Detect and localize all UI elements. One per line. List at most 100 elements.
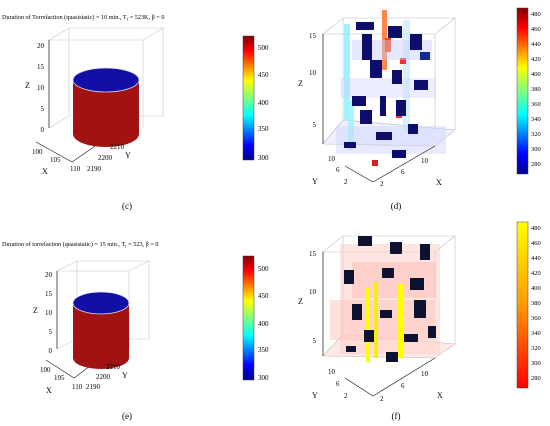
x-tick: 6 bbox=[401, 168, 405, 176]
y-axis-label-top-right: Y bbox=[312, 177, 318, 186]
z-tick: 5 bbox=[313, 121, 317, 129]
z-tick: 20 bbox=[37, 42, 45, 50]
z-axis-label-top-left: Z bbox=[25, 81, 30, 90]
colorbar-tick: 480 bbox=[531, 11, 541, 18]
cylinder-top-left bbox=[72, 67, 140, 147]
y-tick: 2 bbox=[344, 178, 348, 186]
z-tick: 10 bbox=[309, 288, 317, 296]
colorbar-tick: 300 bbox=[531, 146, 541, 153]
colorbar-tick: 320 bbox=[531, 131, 541, 138]
caption-d: (d) bbox=[391, 201, 402, 211]
z-tick: 15 bbox=[309, 32, 317, 40]
caption-f: (f) bbox=[392, 411, 401, 421]
y-ticks-bottom-left: 2190 2200 2210 bbox=[86, 363, 121, 391]
x-tick: 2 bbox=[380, 395, 384, 403]
y-tick: 10 bbox=[328, 155, 336, 163]
z-axis-label-bottom-right: Z bbox=[298, 297, 303, 306]
colorbar-bottom-left bbox=[242, 255, 255, 381]
z-axis-label-bottom-left: Z bbox=[33, 306, 38, 315]
x-ticks-top-left: 100 105 110 bbox=[32, 148, 81, 173]
x-ticks-top-right: 2 6 10 bbox=[380, 157, 429, 188]
z-ticks-top-left: 0 5 10 15 20 bbox=[37, 42, 45, 134]
title-bottom-left: Duration of torrefaction (quasistatic) =… bbox=[2, 241, 158, 249]
y-axis-label-bottom-left: Y bbox=[122, 371, 128, 380]
y-tick: 2190 bbox=[86, 383, 101, 391]
colorbar-ticks-bottom-left: 300 350 400 450 500 bbox=[258, 265, 269, 382]
x-tick: 100 bbox=[40, 366, 51, 374]
caption-c: (c) bbox=[122, 201, 132, 211]
x-tick: 10 bbox=[421, 157, 429, 165]
colorbar-tick: 280 bbox=[531, 161, 541, 168]
y-ticks-bottom-right: 10 6 2 bbox=[328, 368, 348, 400]
colorbar-tick: 300 bbox=[258, 374, 269, 382]
y-tick: 2 bbox=[344, 392, 348, 400]
caption-e: (e) bbox=[122, 411, 132, 421]
z-tick: 10 bbox=[45, 309, 53, 317]
y-axis-label-bottom-right: Y bbox=[312, 391, 318, 400]
panel-bottom-left: Duration of torrefaction (quasistatic) =… bbox=[2, 241, 269, 395]
z-axis-label-top-right: Z bbox=[298, 79, 303, 88]
axes-front-top-left bbox=[35, 40, 105, 163]
y-tick: 2200 bbox=[98, 154, 113, 162]
colorbar-tick: 300 bbox=[531, 360, 541, 367]
colorbar-tick: 400 bbox=[258, 320, 269, 328]
y-tick: 2200 bbox=[96, 373, 111, 381]
colorbar-tick: 440 bbox=[531, 255, 541, 262]
z-tick: 5 bbox=[49, 328, 53, 336]
colorbar-top-right bbox=[516, 7, 529, 175]
colorbar-tick: 350 bbox=[258, 346, 269, 354]
colorbar-tick: 300 bbox=[258, 154, 269, 162]
y-tick: 6 bbox=[336, 380, 340, 388]
y-tick: 2190 bbox=[87, 165, 102, 173]
voxels-top-right bbox=[336, 10, 446, 166]
colorbar-tick: 320 bbox=[531, 345, 541, 352]
voxels-bottom-right bbox=[330, 236, 440, 362]
colorbar-tick: 280 bbox=[531, 375, 541, 382]
x-tick: 6 bbox=[401, 382, 405, 390]
colorbar-tick: 460 bbox=[531, 240, 541, 247]
z-tick: 15 bbox=[37, 63, 45, 71]
colorbar-tick: 340 bbox=[531, 330, 541, 337]
axes-front-bottom-right bbox=[322, 252, 436, 397]
colorbar-top-left bbox=[242, 35, 255, 161]
x-tick: 100 bbox=[32, 148, 43, 156]
colorbar-tick: 380 bbox=[531, 86, 541, 93]
z-ticks-bottom-right: 5 10 15 bbox=[309, 250, 317, 345]
x-tick: 2 bbox=[380, 180, 384, 188]
panel-top-right: 5 10 15 Z 10 6 2 Y 2 6 10 X 280 300 320 … bbox=[298, 7, 541, 188]
title-top-left: Duration of Torrefaction (quasistatic) =… bbox=[2, 14, 164, 22]
cylinder-side bbox=[73, 80, 139, 147]
y-ticks-top-left: 2190 2200 2210 bbox=[87, 143, 125, 173]
colorbar-tick: 420 bbox=[531, 56, 541, 63]
axes-front-top-right bbox=[322, 34, 436, 183]
colorbar-ticks-top-left: 300 350 400 450 500 bbox=[258, 44, 269, 162]
colorbar-tick: 380 bbox=[531, 300, 541, 307]
colorbar-ticks-top-right: 280 300 320 340 360 380 400 420 440 460 … bbox=[531, 11, 541, 168]
x-ticks-bottom-left: 100 105 110 bbox=[40, 366, 83, 391]
x-tick: 10 bbox=[421, 370, 429, 378]
x-axis-label-bottom-left: X bbox=[46, 386, 52, 395]
z-tick: 15 bbox=[309, 250, 317, 258]
y-tick: 2210 bbox=[106, 363, 121, 371]
z-tick: 10 bbox=[37, 84, 45, 92]
x-tick: 105 bbox=[50, 156, 61, 164]
x-ticks-bottom-right: 2 6 10 bbox=[380, 370, 429, 403]
z-tick: 10 bbox=[309, 69, 317, 77]
y-tick: 2210 bbox=[110, 143, 125, 151]
z-ticks-top-right: 5 10 15 bbox=[309, 32, 317, 129]
y-ticks-top-right: 10 6 2 bbox=[328, 155, 348, 186]
colorbar-tick: 400 bbox=[531, 71, 541, 78]
z-tick: 15 bbox=[45, 290, 53, 298]
z-tick: 20 bbox=[45, 271, 53, 279]
colorbar-bottom-right bbox=[516, 221, 529, 389]
cylinder-bottom-left bbox=[72, 291, 130, 369]
z-tick: 0 bbox=[41, 126, 45, 134]
x-axis-label-top-left: X bbox=[42, 167, 48, 176]
cylinder-top bbox=[72, 291, 130, 315]
colorbar-tick: 500 bbox=[258, 44, 269, 52]
colorbar-tick: 340 bbox=[531, 116, 541, 123]
y-tick: 6 bbox=[336, 166, 340, 174]
cylinder-top bbox=[72, 67, 140, 93]
x-tick: 105 bbox=[54, 374, 65, 382]
